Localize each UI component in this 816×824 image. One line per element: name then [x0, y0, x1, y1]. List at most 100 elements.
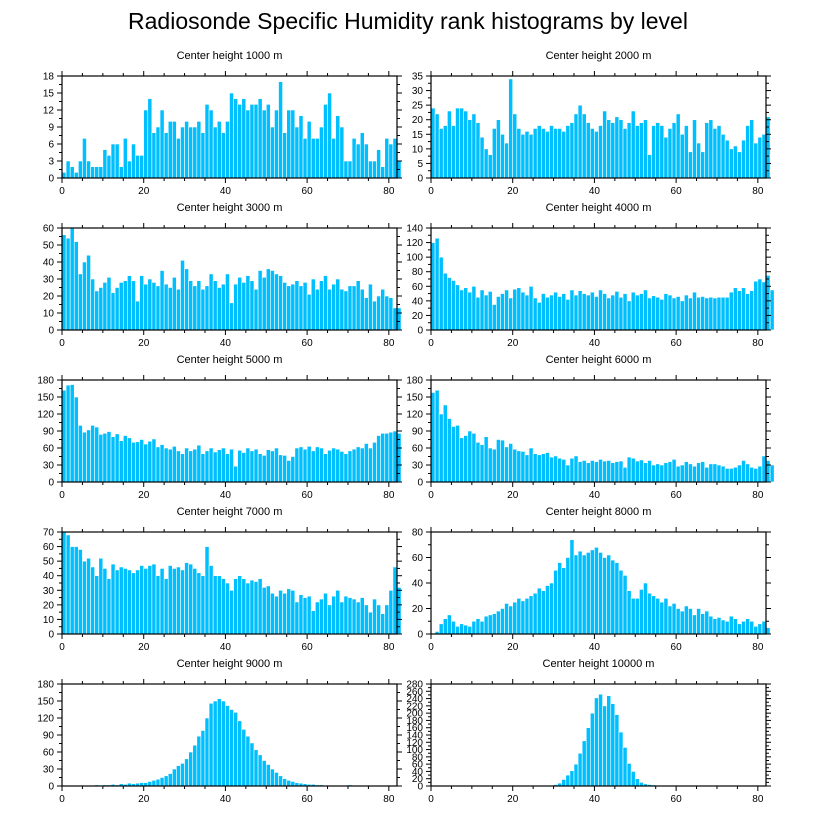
x-tick-label: 20 — [507, 642, 519, 653]
histogram-bar — [216, 698, 222, 787]
histogram-bar — [765, 275, 771, 331]
histogram-bar — [442, 404, 448, 483]
y-tick-label: 30 — [43, 586, 55, 597]
histogram-bar — [541, 293, 546, 331]
histogram-bar — [630, 457, 636, 483]
histogram-bar — [696, 296, 701, 331]
y-tick-label: 0 — [417, 174, 423, 185]
histogram-bar — [455, 425, 460, 483]
histogram-bar — [290, 456, 296, 483]
histogram-bar — [392, 307, 398, 331]
y-tick-label: 60 — [412, 553, 424, 564]
histogram-bar — [491, 304, 497, 331]
histogram-bar — [630, 110, 636, 179]
histogram-bar — [368, 611, 373, 635]
histogram-bar — [467, 291, 473, 331]
panel-title: Center height 9000 m — [177, 658, 283, 670]
x-tick-label: 60 — [302, 338, 314, 349]
histogram-bar — [188, 563, 194, 635]
panel-title: Center height 5000 m — [177, 354, 283, 366]
histogram-bar — [622, 466, 628, 483]
histogram-bar — [696, 608, 701, 635]
y-tick-label: 200 — [406, 709, 423, 720]
histogram-bar — [634, 125, 640, 179]
histogram-bar — [110, 292, 116, 331]
histogram-bar — [212, 575, 218, 635]
histogram-bar — [347, 285, 353, 331]
histogram-bar — [343, 160, 349, 179]
histogram-bar — [659, 464, 665, 483]
histogram-bar — [233, 98, 238, 179]
histogram-bar — [614, 461, 620, 483]
histogram-bar — [475, 122, 481, 179]
x-tick-label: 60 — [302, 186, 314, 197]
x-tick-label: 20 — [507, 490, 519, 501]
histogram-bar — [355, 280, 361, 331]
y-tick-label: 0 — [417, 326, 423, 337]
x-tick-label: 0 — [428, 490, 434, 501]
histogram-bar — [512, 288, 518, 331]
histogram-bar — [712, 618, 718, 635]
x-tick-label: 60 — [671, 186, 683, 197]
histogram-bar — [204, 285, 210, 331]
histogram-bar — [122, 280, 128, 331]
histogram-bar — [351, 448, 357, 483]
histogram-bar — [745, 125, 750, 179]
histogram-bar — [459, 437, 464, 483]
histogram-bar — [651, 595, 656, 635]
histogram-bar — [159, 109, 165, 179]
histogram-bar — [245, 447, 251, 483]
histogram-bar — [626, 590, 632, 635]
histogram-bar — [724, 296, 730, 331]
histogram-bar — [557, 296, 563, 331]
histogram-bar — [167, 773, 173, 787]
histogram-bar — [237, 720, 243, 787]
histogram-bar — [331, 283, 337, 331]
histogram-bar — [184, 447, 189, 483]
panel-title: Center height 7000 m — [177, 506, 283, 518]
histogram-bar — [208, 447, 214, 483]
histogram-bar — [663, 597, 669, 635]
y-tick-label: 90 — [412, 427, 424, 438]
histogram-bar — [520, 133, 526, 179]
histogram-bar — [73, 396, 79, 483]
histogram-bar — [241, 282, 247, 331]
histogram-bar — [192, 448, 198, 483]
x-tick-label: 20 — [507, 338, 519, 349]
histogram-bar — [65, 534, 71, 635]
histogram-bar — [585, 727, 591, 787]
histogram-bar — [364, 297, 369, 331]
histogram-bar — [196, 572, 202, 635]
histogram-bar — [675, 608, 681, 635]
histogram-bar — [688, 297, 693, 331]
histogram-bar — [265, 764, 271, 787]
histogram-bar — [359, 447, 365, 483]
histogram-bar — [639, 459, 644, 483]
y-tick-label: 150 — [37, 697, 54, 708]
histogram-bar — [364, 143, 369, 179]
histogram-bar — [590, 712, 595, 787]
x-tick-label: 60 — [302, 794, 314, 805]
histogram-bar — [463, 110, 469, 179]
histogram-bar — [765, 627, 771, 635]
y-tick-label: 180 — [406, 376, 423, 387]
histogram-bar — [634, 778, 640, 787]
histogram-bar — [618, 296, 624, 331]
histogram-bar — [319, 447, 324, 483]
histogram-bar — [331, 138, 337, 179]
histogram-bar — [245, 735, 251, 787]
histogram-bar — [106, 276, 112, 331]
histogram-bar — [536, 454, 542, 483]
histogram-bar — [172, 568, 177, 635]
histogram-bar — [98, 166, 104, 179]
histogram-bar — [610, 559, 616, 635]
histogram-bar — [565, 125, 571, 179]
histogram-bar — [765, 460, 771, 483]
histogram-bar — [372, 160, 377, 179]
histogram-bar — [557, 128, 563, 179]
histogram-bar — [761, 455, 767, 483]
histogram-bar — [286, 780, 292, 787]
histogram-bar — [216, 449, 222, 483]
histogram-bar — [90, 166, 95, 179]
histogram-bar — [671, 459, 677, 483]
